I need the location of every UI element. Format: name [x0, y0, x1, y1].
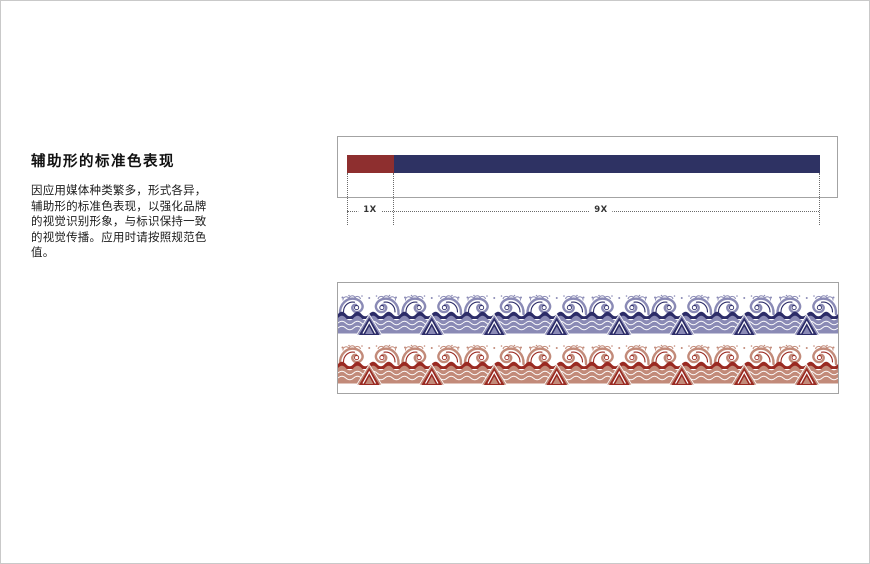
body-line: 辅助形的标准色表现，以强化品牌: [31, 198, 207, 213]
page-title: 辅助形的标准色表现: [31, 153, 175, 170]
color-proportion-bar: [347, 155, 820, 173]
wave-pattern-red: [338, 343, 838, 386]
measure-guide-left: [347, 173, 348, 225]
measure-label-9x: 9X: [589, 205, 613, 215]
measure-label-1x: 1X: [358, 205, 382, 215]
body-line: 的视觉识别形象，与标识保持一致: [31, 214, 207, 229]
body-line: 因应用媒体种类繁多，形式各异，: [31, 183, 207, 197]
body-text: 因应用媒体种类繁多，形式各异， 辅助形的标准色表现，以强化品牌 的视觉识别形象，…: [31, 183, 217, 261]
bar-segment-red: [347, 155, 394, 173]
body-line: 的视觉传播。应用时请按照规范色: [31, 229, 207, 244]
measure-guide-middle: [393, 173, 394, 225]
body-line: 值。: [31, 245, 55, 260]
pattern-panel-frame: [337, 282, 839, 394]
bar-segment-navy: [394, 155, 820, 173]
measure-guide-right: [819, 173, 820, 225]
wave-pattern-blue: [338, 293, 838, 336]
measure-line: [347, 211, 819, 212]
